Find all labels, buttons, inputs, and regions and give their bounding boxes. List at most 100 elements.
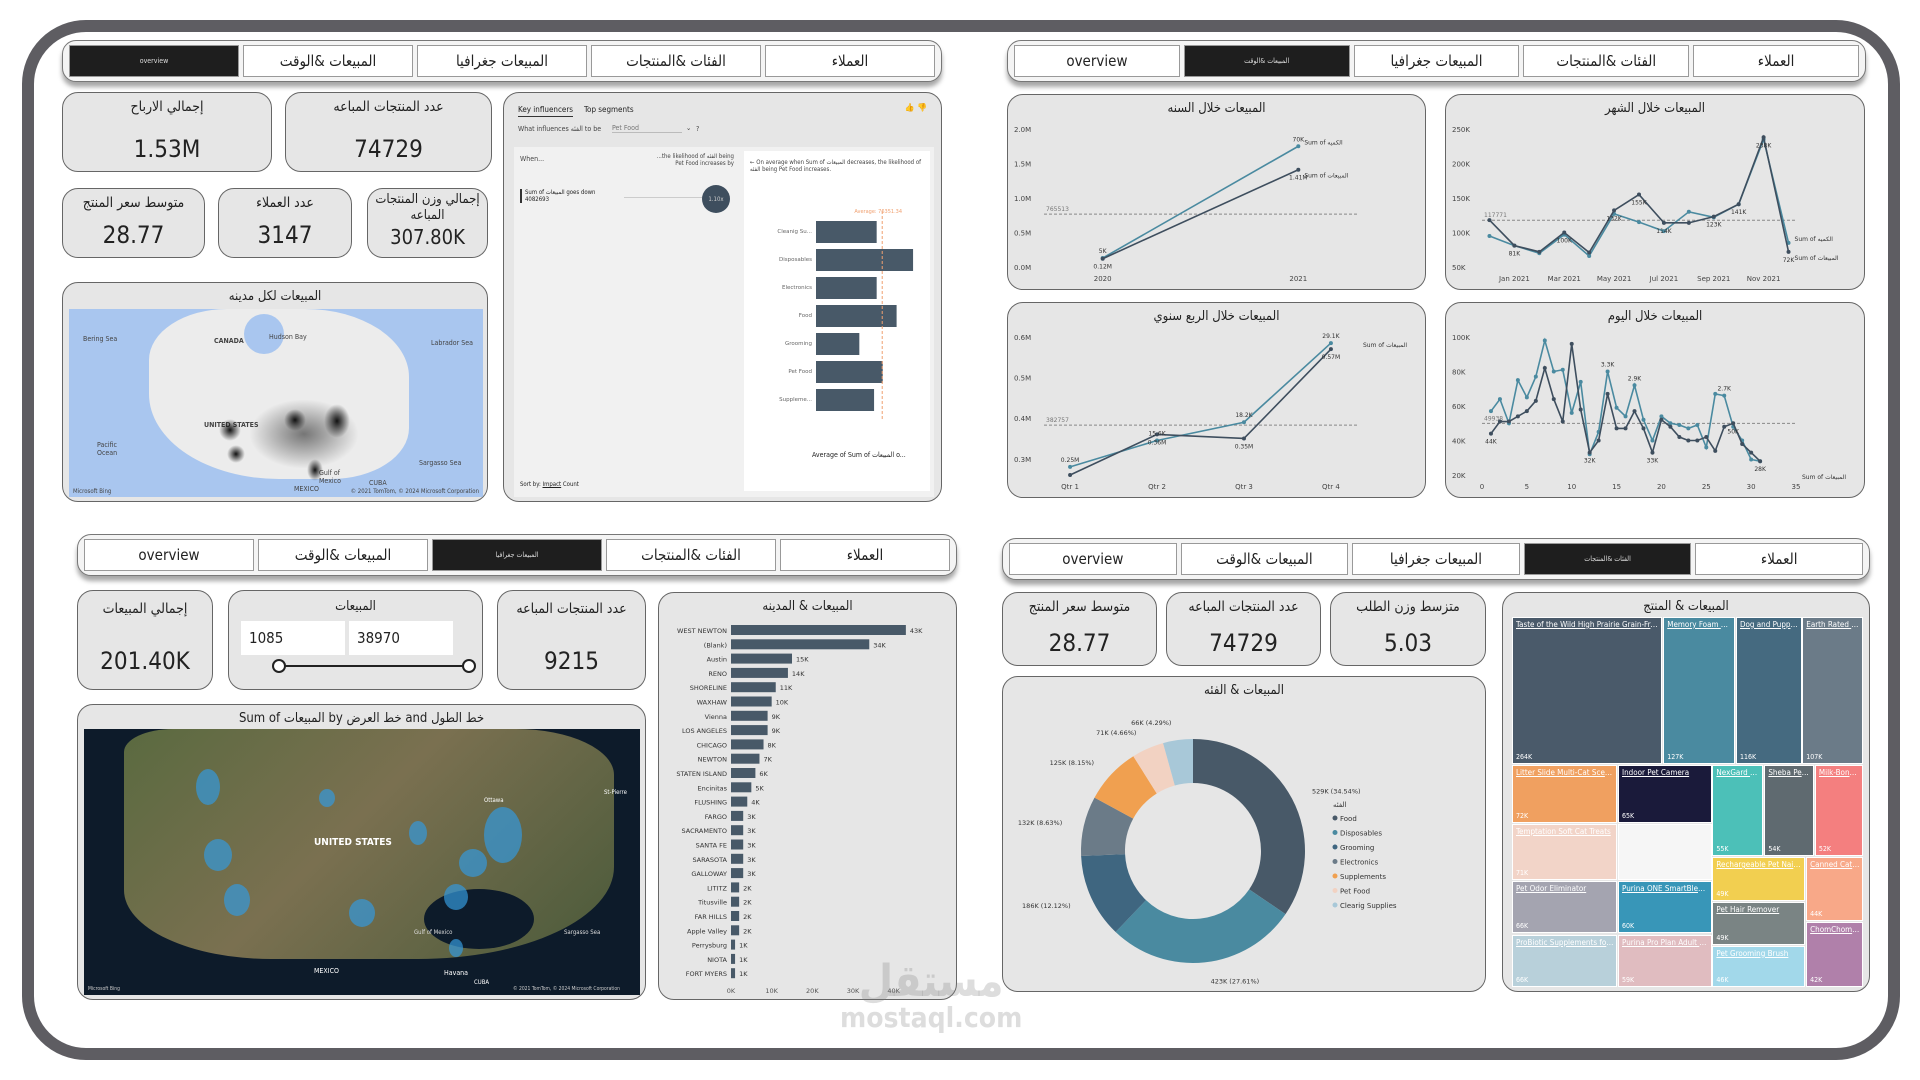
tab-sales-time[interactable]: المبيعات &الوقت [1180, 543, 1349, 575]
tab-overview[interactable]: overview [1009, 543, 1177, 575]
tab-categories-products[interactable]: الفئات &المنتجات [606, 539, 776, 571]
city-bubble[interactable] [449, 939, 463, 957]
tab-key-influencers[interactable]: Key influencers [518, 105, 574, 117]
city-sales-map[interactable]: CANADA UNITED STATES Pacific Ocean Hudso… [69, 309, 483, 497]
kpi-value: 307.80K [390, 225, 465, 249]
kpi-title: إجمالي المبيعات [102, 601, 188, 617]
city-bubble[interactable] [409, 821, 427, 845]
tab-sales-time[interactable]: المبيعات &الوقت [243, 45, 413, 77]
tab-overview[interactable]: overview [84, 539, 254, 571]
treemap-tile[interactable]: Dog and Puppy... 116K [1735, 617, 1802, 765]
treemap-tile[interactable]: Memory Foam Pet... 127K [1663, 617, 1735, 765]
bar [816, 277, 877, 299]
y-tick-label: 1.0M [1014, 195, 1031, 203]
x-tick-label: 20K [806, 987, 819, 995]
treemap-tile[interactable]: ChomChom P... 42K [1806, 921, 1863, 987]
treemap-tile[interactable]: Purina Pro Plan Adult Se... 59K [1618, 934, 1712, 987]
slider-max-input[interactable]: 38970 [349, 621, 453, 655]
treemap-tile[interactable]: Pet Odor Eliminator 66K [1512, 881, 1617, 934]
chevron-down-icon[interactable]: ⌄ [686, 124, 692, 132]
tab-sales-geo[interactable]: المبيعات جغرافيا [1352, 543, 1520, 575]
city-label: Vienna [705, 713, 727, 721]
treemap-tile[interactable]: Rechargeable Pet Nail G... 49K [1712, 857, 1806, 902]
tab-overview[interactable]: overview [1014, 45, 1180, 77]
data-label: 6K [759, 770, 768, 778]
influence-question: What influences الفئه to be [518, 125, 602, 133]
data-label: 2K [743, 927, 752, 935]
tab-customers[interactable]: العملاء [765, 45, 935, 77]
slider-min-input[interactable]: 1085 [241, 621, 345, 655]
tab-sales-time[interactable]: المبيعات &الوقت [258, 539, 428, 571]
city-bubble[interactable] [349, 899, 375, 927]
tab-customers[interactable]: العملاء [780, 539, 950, 571]
data-point [1605, 369, 1610, 374]
slider-high-handle[interactable] [462, 659, 476, 673]
data-label: 0.12M [1093, 264, 1112, 271]
city-bubble[interactable] [459, 849, 487, 877]
treemap-tile[interactable]: Canned Cat F... 44K [1806, 857, 1863, 922]
tab-categories-products[interactable]: الفئات &المنتجات [591, 45, 761, 77]
map-label: Sargasso Sea [419, 459, 462, 467]
influencer-row[interactable]: Sum of المبيعات goes down 4082693 [520, 189, 610, 203]
data-point [1614, 426, 1619, 431]
treemap-tile[interactable]: ProBiotic Supplements for D... 66K [1512, 934, 1617, 987]
data-point [1562, 230, 1567, 235]
data-label: 114K [1656, 228, 1672, 235]
donut-slice [1163, 739, 1193, 786]
city-bubble[interactable] [319, 789, 335, 807]
bar [731, 782, 752, 793]
kpi-value: 9215 [544, 647, 599, 675]
tab-customers[interactable]: العملاء [1695, 543, 1863, 575]
treemap-tile[interactable] [1618, 823, 1712, 881]
satellite-map[interactable]: UNITED STATES Gulf of Mexico Sargasso Se… [84, 729, 640, 995]
tab-sales-geo[interactable]: المبيعات جغرافيا [1353, 45, 1520, 77]
sort-count[interactable]: Count [562, 481, 579, 488]
y-tick-label: 60K [1452, 403, 1466, 411]
category-label: Cleanig Su... [777, 229, 812, 235]
help-icon[interactable]: ? [696, 125, 700, 133]
data-point [1296, 144, 1301, 149]
tab-overview[interactable]: overview [69, 45, 239, 77]
legend-item: Electronics [1340, 859, 1379, 867]
treemap-tile[interactable]: Indoor Pet Camera 65K [1618, 765, 1712, 823]
treemap-tile[interactable]: Litter Slide Multi-Cat Scente... 72K [1512, 765, 1617, 823]
tab-sales-geo[interactable]: المبيعات جغرافيا [432, 539, 602, 571]
target-dropdown[interactable]: Pet Food [612, 124, 682, 133]
treemap-tile[interactable]: Temptation Soft Cat Treats 71K [1512, 823, 1617, 881]
thumbs-icon[interactable]: 👍 👎 [904, 103, 927, 112]
tab-sales-time[interactable]: المبيعات &الوقت [1183, 45, 1350, 77]
city-bubble[interactable] [444, 884, 468, 910]
treemap-tile[interactable]: Milk-Bone ... 52K [1814, 765, 1863, 856]
series-line [1490, 337, 1761, 462]
x-tick-label: Qtr 1 [1061, 483, 1079, 491]
sort-impact[interactable]: Impact [542, 481, 562, 488]
kpi-title: عدد المنتجات المباعه [333, 99, 444, 115]
tab-categories-products[interactable]: الفئات &المنتجات [1523, 543, 1692, 575]
city-bubble[interactable] [196, 769, 220, 805]
data-point [1533, 398, 1538, 403]
tab-sales-geo[interactable]: المبيعات جغرافيا [417, 45, 587, 77]
map-label: Bering Sea [83, 335, 118, 343]
data-point [1488, 431, 1493, 436]
city-bubble[interactable] [204, 839, 232, 871]
treemap-tile[interactable]: Earth Rated Do... 107K [1802, 617, 1863, 765]
city-bubble[interactable] [484, 807, 522, 863]
treemap-tile[interactable]: Taste of the Wild High Prairie Grain-Fre… [1512, 617, 1663, 765]
treemap-tile[interactable]: NexGard Ch... 55K [1712, 765, 1764, 856]
data-label: 1K [739, 942, 748, 950]
tab-customers[interactable]: العملاء [1693, 45, 1859, 77]
bar [731, 810, 744, 821]
treemap-tile[interactable]: Sheba Perfe... 54K [1764, 765, 1814, 856]
x-tick-label: Mar 2021 [1548, 275, 1581, 283]
x-tick-label: 2021 [1289, 275, 1307, 283]
tab-top-segments[interactable]: Top segments [584, 105, 634, 114]
slider-low-handle[interactable] [272, 659, 286, 673]
treemap-tile[interactable]: Purina ONE SmartBlend ... 60K [1618, 881, 1712, 934]
kpi-products-sold-geo: عدد المنتجات المباعه 9215 [497, 590, 646, 690]
map-label: Gulf of Mexico [414, 929, 453, 936]
city-label: CHICAGO [697, 741, 727, 749]
treemap-tile[interactable]: Pet Hair Remover 49K [1712, 901, 1806, 945]
treemap-tile[interactable]: Pet Grooming Brush 46K [1712, 945, 1806, 987]
city-bubble[interactable] [224, 884, 250, 916]
tab-categories-products[interactable]: الفئات &المنتجات [1523, 45, 1690, 77]
